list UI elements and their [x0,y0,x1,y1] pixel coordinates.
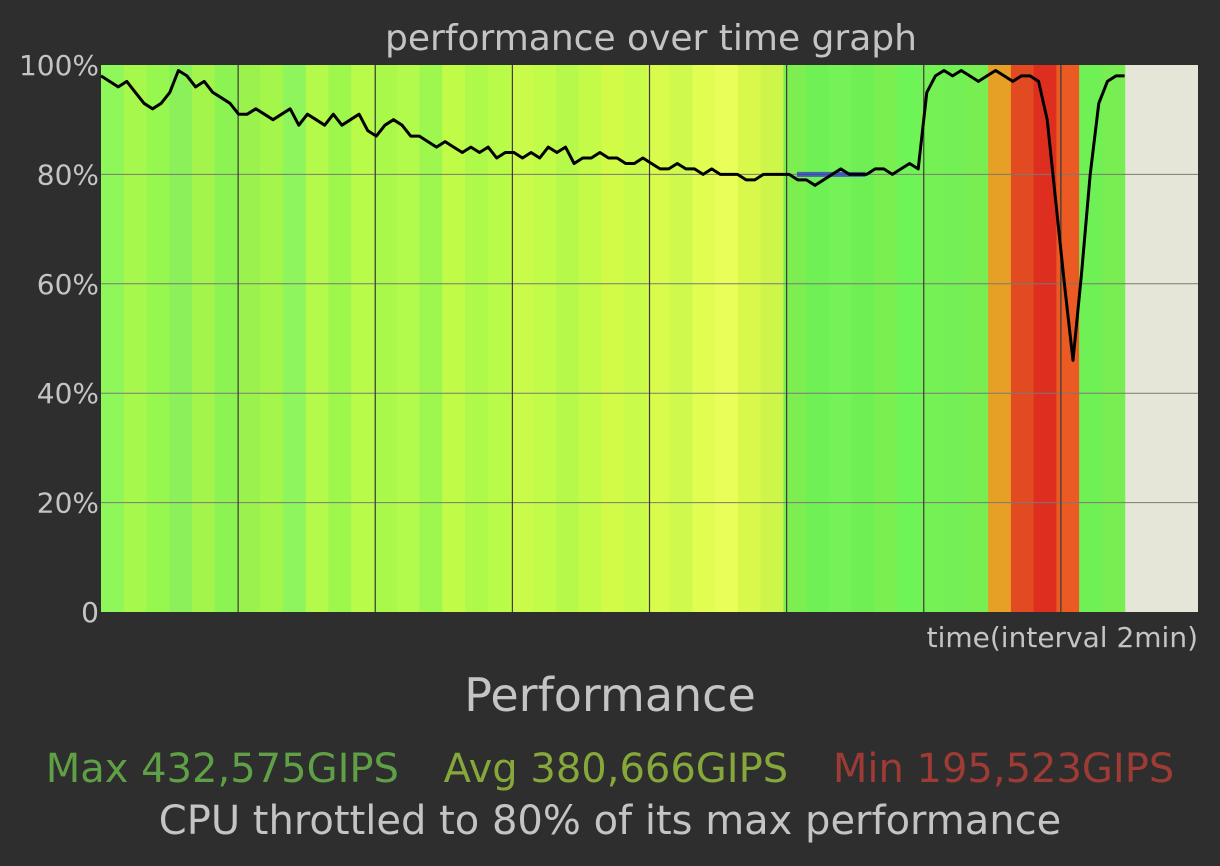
color-band [510,65,534,612]
color-band [442,65,466,612]
color-band [282,65,307,612]
color-band [737,65,762,612]
avg-stat: Avg 380,666GIPS [443,746,789,792]
color-band [328,65,352,612]
performance-summary: Performance Max 432,575GIPS Avg 380,666G… [0,660,1220,866]
color-band [988,65,1012,612]
min-stat: Min 195,523GIPS [832,746,1175,792]
color-bands [101,65,1126,612]
color-band [897,65,921,612]
color-band [101,65,125,612]
color-band [965,65,989,612]
color-band [874,65,898,612]
color-band [578,65,603,612]
color-band [146,65,170,612]
color-band [396,65,421,612]
color-band [237,65,261,612]
color-band [419,65,443,612]
color-band [1056,65,1080,612]
color-band [806,65,830,612]
max-stat: Max 432,575GIPS [45,746,399,792]
color-band [555,65,580,612]
color-band [1033,65,1057,612]
color-band [191,65,216,612]
y-tick-label: 20% [37,487,99,520]
color-band [851,65,876,612]
color-band [351,65,375,612]
performance-line-path [100,69,1125,362]
stats-row: Max 432,575GIPS Avg 380,666GIPS Min 195,… [0,746,1220,792]
color-band [487,65,512,612]
color-band [624,65,648,612]
color-band [828,65,853,612]
performance-line [100,69,1125,362]
summary-title: Performance [464,668,756,722]
color-band [169,65,193,612]
color-band [669,65,694,612]
color-band [373,65,398,612]
color-band [601,65,625,612]
throttle-message: CPU throttled to 80% of its max performa… [158,798,1062,844]
color-band [305,65,330,612]
chart-title: performance over time graph [385,18,917,59]
y-tick-label: 0 [81,596,99,629]
color-band [760,65,785,612]
color-band [692,65,716,612]
color-band [1010,65,1035,612]
y-tick-label: 80% [37,158,99,191]
color-band [783,65,807,612]
color-band [942,65,967,612]
y-tick-labels: 0 20% 40% 60% 80% 100% [19,49,99,629]
color-band [919,65,944,612]
color-band [646,65,671,612]
x-axis-label: time(interval 2min) [927,621,1198,654]
grid-lines [101,65,1198,612]
y-tick-label: 100% [19,49,99,82]
color-band [214,65,239,612]
color-band [1101,65,1126,612]
y-tick-label: 40% [37,377,99,410]
color-band [260,65,284,612]
color-band [464,65,489,612]
color-band [715,65,739,612]
color-band [1079,65,1103,612]
performance-chart: performance over time graph 0 20% 40% 60% 80… [19,18,1198,654]
color-band [533,65,557,612]
y-tick-label: 60% [37,268,99,301]
color-band [123,65,148,612]
